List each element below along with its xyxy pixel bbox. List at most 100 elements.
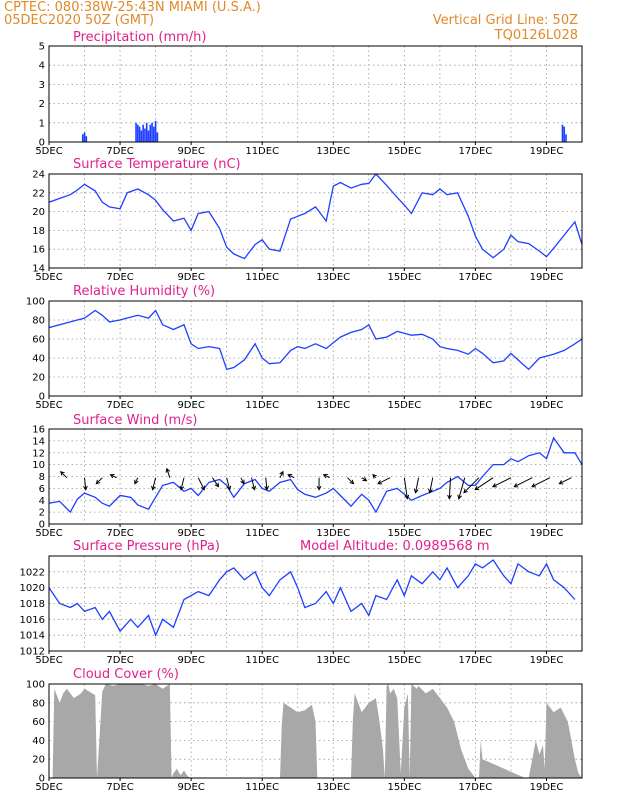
x-tick-label: 17DEC: [459, 655, 493, 666]
y-tick-label: 80: [32, 316, 45, 327]
precip-bar: [140, 130, 143, 142]
temp-panel: 14 16 18 20 22 24 5DEC 7DEC 9DEC 11DEC 13DEC 15DEC 1…: [32, 170, 583, 283]
x-tick-label: 11DEC: [245, 146, 279, 157]
wind-arrow: [287, 474, 295, 479]
wind-arrow: [322, 474, 330, 479]
x-tick-label: 9DEC: [177, 655, 204, 666]
y-tick-label: 2: [39, 508, 45, 519]
wind-series: [49, 436, 582, 514]
cloud-frame: [48, 683, 583, 779]
wind-arrow: [109, 474, 117, 479]
x-tick-label: 5DEC: [35, 528, 62, 539]
x-tick-label: 19DEC: [530, 528, 564, 539]
y-tick-label: 0: [39, 774, 45, 785]
model-altitude: Model Altitude: 0.0989568 m: [300, 539, 490, 554]
x-tick-label: 19DEC: [530, 655, 564, 666]
precip-bar: [563, 126, 566, 142]
wind-arrow: [531, 477, 551, 488]
x-tick-label: 5DEC: [35, 146, 62, 157]
y-tick-label: 0: [39, 138, 45, 149]
x-tick-label: 13DEC: [316, 782, 350, 793]
precip-title: Precipitation (mm/h): [73, 30, 206, 45]
x-tick-label: 7DEC: [106, 400, 133, 411]
x-tick-label: 19DEC: [530, 146, 564, 157]
precip-bar: [145, 122, 148, 142]
x-tick-label: 15DEC: [387, 272, 421, 283]
temp-line: [49, 174, 582, 260]
x-tick-label: 15DEC: [387, 782, 421, 793]
x-tick-label: 11DEC: [245, 528, 279, 539]
precip-bar: [565, 134, 567, 142]
x-tick-label: 7DEC: [106, 528, 133, 539]
precip-bar: [81, 134, 84, 142]
x-tick-label: 17DEC: [459, 400, 493, 411]
y-tick-label: 12: [32, 448, 45, 459]
x-tick-label: 17DEC: [459, 528, 493, 539]
wind-arrow: [279, 470, 284, 478]
wind-arrow: [361, 476, 368, 482]
y-tick-label: 16: [32, 245, 45, 256]
x-tick-label: 15DEC: [387, 400, 421, 411]
y-tick-label: 18: [32, 226, 45, 237]
y-tick-label: 0: [39, 520, 45, 531]
x-tick-label: 15DEC: [387, 528, 421, 539]
precip-bar: [83, 132, 86, 142]
y-tick-label: 8: [39, 472, 45, 483]
rh-line: [49, 309, 582, 371]
header-location: CPTEC: 080:38W-25:43N MIAMI (U.S.A.): [4, 0, 261, 15]
x-tick-label: 13DEC: [316, 528, 350, 539]
temp-frame: [48, 173, 583, 269]
wind-arrow: [403, 477, 410, 500]
x-tick-label: 19DEC: [530, 400, 564, 411]
wind-arrow: [60, 470, 68, 479]
y-tick-label: 40: [32, 736, 45, 747]
precip-bar: [151, 122, 153, 142]
x-tick-label: 5DEC: [35, 272, 62, 283]
wind-arrow: [83, 477, 88, 491]
precip-bar: [156, 132, 159, 142]
x-tick-label: 19DEC: [530, 272, 564, 283]
y-tick-label: 4: [39, 61, 45, 72]
y-tick-label: 3: [39, 80, 45, 91]
wind-arrow: [151, 477, 157, 491]
x-tick-label: 17DEC: [459, 146, 493, 157]
precip-frame: [48, 45, 583, 143]
precip-bar: [137, 124, 139, 142]
y-tick-label: 100: [26, 680, 45, 691]
y-tick-label: 1016: [20, 615, 45, 626]
header-model: TQ0126L028: [494, 28, 578, 43]
rh-panel: 0 20 40 60 80 100 5DEC 7DEC 9DEC 11DEC 13DEC 15DEC 1…: [26, 297, 583, 411]
wind-arrow: [558, 477, 572, 485]
x-tick-label: 5DEC: [35, 782, 62, 793]
precip-series: [81, 120, 567, 142]
x-tick-label: 15DEC: [387, 146, 421, 157]
wind-arrow: [316, 477, 322, 491]
wind-arrow: [492, 477, 512, 488]
wind-frame: [48, 428, 583, 525]
x-tick-label: 11DEC: [245, 782, 279, 793]
x-tick-label: 13DEC: [316, 146, 350, 157]
precip-bar: [561, 124, 564, 142]
y-tick-label: 20: [32, 373, 45, 384]
wind-arrow: [474, 477, 494, 491]
cloud-series: [49, 684, 582, 778]
pressure-series: [49, 559, 576, 637]
x-tick-label: 9DEC: [177, 400, 204, 411]
x-tick-label: 7DEC: [106, 655, 133, 666]
x-tick-label: 9DEC: [177, 528, 204, 539]
wind-line: [49, 436, 582, 514]
x-tick-label: 17DEC: [459, 272, 493, 283]
wind-arrow: [197, 477, 205, 491]
wind-title: Surface Wind (m/s): [73, 413, 197, 428]
y-tick-label: 4: [39, 496, 45, 507]
y-tick-label: 2: [39, 99, 45, 110]
y-tick-label: 6: [39, 484, 45, 495]
wind-arrow: [372, 473, 377, 479]
x-tick-label: 5DEC: [35, 400, 62, 411]
y-tick-label: 0: [39, 392, 45, 403]
pressure-panel: 1012 1014 1016 1018 1020 1022 5DEC 7DEC 9DEC 11DE…: [20, 555, 583, 666]
x-tick-label: 17DEC: [459, 782, 493, 793]
temp-series: [49, 174, 582, 260]
